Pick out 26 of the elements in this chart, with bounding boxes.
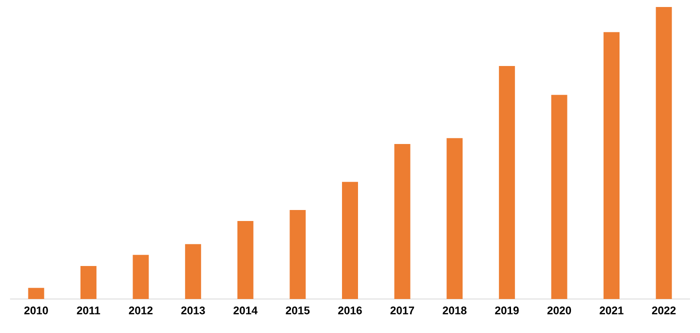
x-tick-label: 2010 [24, 306, 48, 314]
bar [394, 144, 410, 299]
x-tick-label: 2011 [76, 306, 100, 314]
bar [342, 182, 358, 299]
bar [28, 288, 44, 299]
x-tick-label: 2012 [128, 306, 153, 314]
bar [237, 221, 254, 299]
bar [185, 244, 202, 299]
x-tick-label: 2019 [495, 306, 519, 314]
bar [551, 94, 568, 299]
x-tick-label: 2014 [234, 306, 258, 314]
bar [132, 254, 149, 299]
x-tick-label: 2018 [442, 306, 467, 314]
bar [290, 210, 306, 299]
x-tick-label: 2013 [181, 306, 205, 314]
x-tick-label: 2016 [338, 306, 362, 314]
bar [498, 66, 515, 299]
bar [656, 7, 672, 299]
x-tick-label: 2020 [547, 306, 572, 314]
bar [446, 138, 463, 299]
x-tick-label: 2015 [286, 306, 310, 314]
x-tick-label: 2017 [390, 306, 414, 314]
bar [604, 32, 620, 299]
bar [80, 266, 96, 299]
x-tick-label: 2022 [652, 306, 676, 314]
x-tick-label: 2021 [600, 306, 624, 314]
